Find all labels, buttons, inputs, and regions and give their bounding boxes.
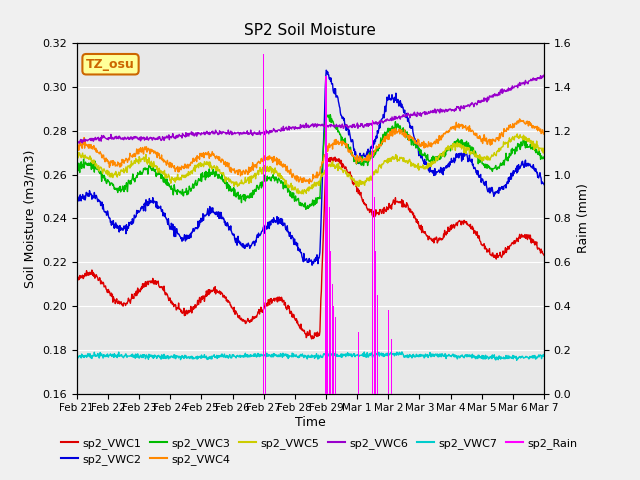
Title: SP2 Soil Moisture: SP2 Soil Moisture <box>244 23 376 38</box>
Bar <box>325 76 326 394</box>
Y-axis label: Soil Moisture (m3/m3): Soil Moisture (m3/m3) <box>24 149 36 288</box>
Legend: sp2_VWC1, sp2_VWC2, sp2_VWC3, sp2_VWC4, sp2_VWC5, sp2_VWC6, sp2_VWC7, sp2_Rain: sp2_VWC1, sp2_VWC2, sp2_VWC3, sp2_VWC4, … <box>57 433 582 469</box>
Bar <box>372 120 373 394</box>
Bar <box>265 109 266 394</box>
Bar <box>327 153 328 394</box>
Text: TZ_osu: TZ_osu <box>86 58 135 71</box>
Bar <box>263 54 264 394</box>
X-axis label: Time: Time <box>295 416 326 429</box>
Bar <box>328 207 330 394</box>
Y-axis label: Raim (mm): Raim (mm) <box>577 183 590 253</box>
